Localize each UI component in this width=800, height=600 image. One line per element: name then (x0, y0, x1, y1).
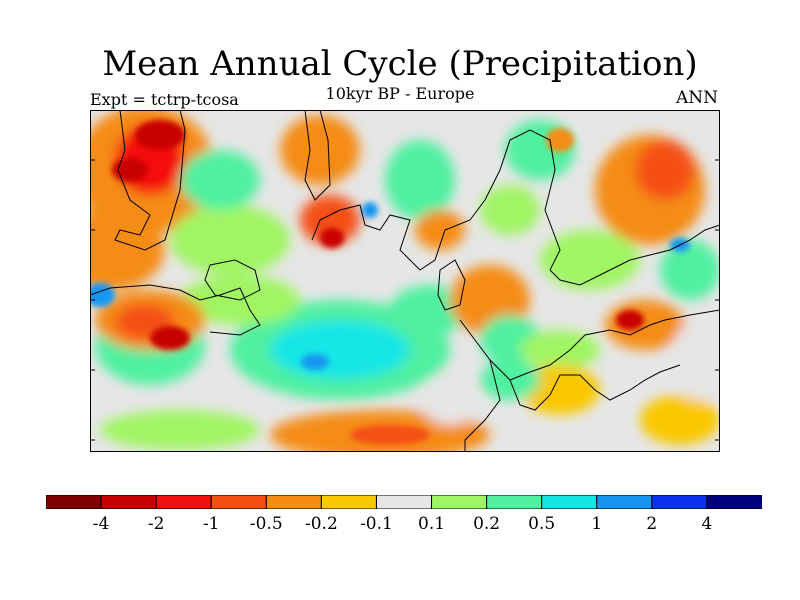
colorbar-tick-label: 1 (591, 514, 603, 534)
colorbar-swatch (486, 495, 543, 509)
colorbar-swatch (210, 495, 267, 509)
colorbar-tick-label: -0.5 (249, 514, 283, 534)
colorbar-tick-label: 4 (701, 514, 713, 534)
chart-subtitle: 10kyr BP - Europe (325, 84, 475, 103)
map-ticks (90, 159, 720, 441)
colorbar-swatch (375, 495, 433, 509)
season-label: ANN (675, 88, 718, 108)
colorbar-tick-label: -2 (147, 514, 165, 534)
colorbar-tick-label: -1 (202, 514, 220, 534)
colorbar-swatches (46, 495, 762, 509)
colorbar-swatch (46, 495, 102, 509)
colorbar-tick-label: -4 (92, 514, 110, 534)
colorbar-swatch (596, 495, 653, 509)
colorbar-tick-label: 0.2 (473, 514, 501, 534)
colorbar-swatch (265, 495, 322, 509)
colorbar-swatch (100, 495, 157, 509)
map-canvas (90, 110, 720, 452)
colorbar-swatch (155, 495, 212, 509)
precipitation-field (90, 110, 720, 452)
coastlines (90, 110, 720, 452)
colorbar-swatch (706, 495, 762, 509)
colorbar-tick-label: 0.5 (528, 514, 556, 534)
map-frame-border (90, 110, 720, 452)
colorbar-tick-label: 0.1 (418, 514, 446, 534)
colorbar-tick-label: 2 (646, 514, 658, 534)
experiment-label: Expt = tctrp-tcosa (90, 90, 239, 109)
colorbar-swatch (431, 495, 488, 509)
colorbar-swatch (320, 495, 377, 509)
chart-title: Mean Annual Cycle (Precipitation) (102, 44, 698, 84)
colorbar-tick-label: -0.1 (360, 514, 393, 534)
colorbar-tick-label: -0.2 (304, 514, 338, 534)
precipitation-map (90, 110, 720, 452)
colorbar-swatch (541, 495, 598, 509)
colorbar (46, 495, 762, 509)
colorbar-swatch (651, 495, 708, 509)
